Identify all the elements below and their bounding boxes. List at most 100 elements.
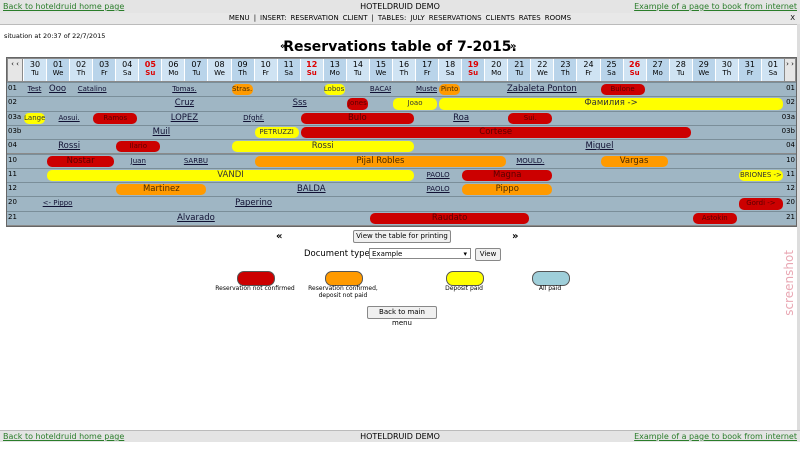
reservation-block[interactable]: Juan xyxy=(130,156,146,165)
document-type-select[interactable]: Example ▾ xyxy=(369,248,471,259)
reservation-block[interactable]: Ilario xyxy=(116,141,161,153)
reservation-block[interactable]: Alvarado xyxy=(177,212,215,223)
reservation-block[interactable]: Martinez xyxy=(116,184,207,196)
day-header: 03 Fr xyxy=(92,59,116,81)
reservation-block[interactable]: PAOLO xyxy=(426,170,450,179)
reservation-block[interactable]: Gordi -> xyxy=(738,198,783,210)
reservation-block[interactable]: Фамилия -> xyxy=(439,98,783,110)
menu-item-4[interactable]: CLIENT xyxy=(342,14,368,22)
reservation-block[interactable]: Muste. xyxy=(416,85,438,93)
reservation-block[interactable]: BACAR. xyxy=(369,85,391,93)
scroll-left-button[interactable]: ‹ ‹ xyxy=(8,59,22,81)
day-weekday: Mo xyxy=(168,69,179,77)
reservation-block[interactable]: Rossi xyxy=(231,141,415,153)
day-weekday: Mo xyxy=(652,69,663,77)
reservation-block[interactable]: Zabaleta Ponton xyxy=(506,84,577,94)
reservation-block[interactable]: Aosui. xyxy=(58,113,80,122)
back-to-main-menu-button[interactable]: Back to main menu xyxy=(367,306,437,327)
reservation-block[interactable]: Test xyxy=(27,85,42,93)
reservation-block[interactable]: Bulo xyxy=(300,112,415,124)
prev-month-button[interactable]: « xyxy=(280,41,287,52)
menu-item-8[interactable]: RESERVATIONS xyxy=(428,14,482,22)
reservation-block[interactable]: Nostar xyxy=(47,155,115,167)
day-header: 17 Fr xyxy=(415,59,439,81)
reservation-block[interactable]: Paperino xyxy=(235,198,273,209)
reservation-block[interactable]: Ramos xyxy=(93,112,138,124)
reservation-block[interactable]: VANDI xyxy=(47,169,415,182)
booking-example-link-bottom[interactable]: Example of a page to book from internet xyxy=(634,432,797,441)
day-number: 23 xyxy=(560,60,571,69)
reservation-block[interactable]: SARBU xyxy=(183,156,209,165)
reservation-block[interactable]: <- Pippo xyxy=(42,199,73,208)
reservation-block[interactable]: Dfghf. xyxy=(243,113,265,122)
reservation-block[interactable]: Bulone xyxy=(600,84,645,96)
reservation-block[interactable]: PETRUZZI xyxy=(254,126,299,139)
menu-item-9[interactable]: CLIENTS xyxy=(485,14,515,22)
day-header: 07 Tu xyxy=(184,59,208,81)
reservation-block[interactable]: Catalino xyxy=(77,85,107,93)
day-weekday: Mo xyxy=(329,69,340,77)
reservation-block[interactable]: MOULD. xyxy=(516,156,545,165)
reservation-block[interactable]: Raudato xyxy=(369,212,530,224)
reservation-block[interactable]: Tomas. xyxy=(172,85,197,93)
room-label-right: 20 xyxy=(786,198,795,207)
reservation-block[interactable]: Vargas xyxy=(600,155,668,167)
top-bar: Back to hoteldruid home page HOTELDRUID … xyxy=(0,0,800,14)
menu-item-6: TABLES: xyxy=(377,14,407,22)
reservation-block[interactable]: Pippo xyxy=(462,184,553,196)
menu-item-0[interactable]: MENU xyxy=(228,14,250,22)
day-weekday: Sa xyxy=(284,69,294,77)
reservation-block[interactable]: Miguel xyxy=(585,141,614,152)
day-header: 28 Tu xyxy=(668,59,692,81)
reservation-block[interactable]: Astokin xyxy=(692,212,737,224)
legend-swatch xyxy=(325,271,363,286)
scroll-right-button[interactable]: › › xyxy=(785,59,795,81)
reservation-block[interactable]: BRIONES -> xyxy=(738,169,783,182)
day-header: 24 Fr xyxy=(576,59,600,81)
reservation-block[interactable]: Jones xyxy=(346,98,368,110)
next-month-button[interactable]: » xyxy=(510,41,517,52)
day-header: 13 Mo xyxy=(322,59,346,81)
menu-item-10[interactable]: RATES xyxy=(518,14,541,22)
day-number: 01 xyxy=(52,60,64,69)
reservation-block[interactable]: Cortese xyxy=(300,126,691,139)
reservation-block[interactable]: Sss xyxy=(292,98,307,109)
reservation-block[interactable]: BALDA xyxy=(296,184,326,195)
view-document-button[interactable]: View xyxy=(475,248,501,261)
table-row: 03b 03b Muil PETRUZZI Cortese xyxy=(7,124,796,140)
next-page-icon[interactable]: » xyxy=(512,231,519,242)
table-row: 04 04 Rossi Ilario Rossi Miguel xyxy=(7,139,796,154)
scrollbar[interactable] xyxy=(797,24,800,430)
prev-page-icon[interactable]: « xyxy=(276,231,283,242)
reservation-block[interactable]: Lange. xyxy=(24,112,46,124)
legend-swatch xyxy=(446,271,484,286)
hoteldruid-home-link[interactable]: Back to hoteldruid home page xyxy=(3,2,125,11)
booking-example-link[interactable]: Example of a page to book from internet xyxy=(634,2,797,11)
menu-item-3[interactable]: RESERVATION xyxy=(290,14,339,22)
reservation-block[interactable]: Joao xyxy=(392,98,438,110)
reservation-block[interactable]: Sui. xyxy=(508,112,553,124)
print-view-button[interactable]: View the table for printing xyxy=(353,230,451,243)
reservation-block[interactable]: Cruz xyxy=(174,98,195,109)
day-weekday: We xyxy=(375,69,387,77)
reservation-block[interactable]: Roa xyxy=(453,112,470,123)
close-button[interactable]: X xyxy=(790,14,795,22)
reservation-block[interactable]: Magna xyxy=(462,169,553,182)
reservation-block[interactable]: Pijal Robles xyxy=(254,155,507,167)
menu-item-11[interactable]: ROOMS xyxy=(544,14,572,22)
day-number: 26 xyxy=(629,60,641,69)
reservation-block[interactable]: Stras. xyxy=(231,84,253,96)
room-label-right: 03b xyxy=(781,126,795,135)
day-number: 24 xyxy=(583,60,594,69)
reservation-block[interactable]: Lobos. xyxy=(323,84,345,96)
day-number: 19 xyxy=(467,60,479,69)
hoteldruid-home-link-bottom[interactable]: Back to hoteldruid home page xyxy=(3,432,125,441)
reservation-block[interactable]: Muil xyxy=(152,126,171,137)
menu-item-7[interactable]: JULY xyxy=(410,14,425,22)
day-weekday: Fr xyxy=(100,69,108,77)
reservation-block[interactable]: Ooo xyxy=(49,84,67,94)
reservation-block[interactable]: PAOLO xyxy=(426,185,450,194)
reservation-block[interactable]: Pinto xyxy=(439,84,461,96)
reservation-block[interactable]: LOPEZ xyxy=(170,112,199,123)
reservation-block[interactable]: Rossi xyxy=(58,141,81,152)
